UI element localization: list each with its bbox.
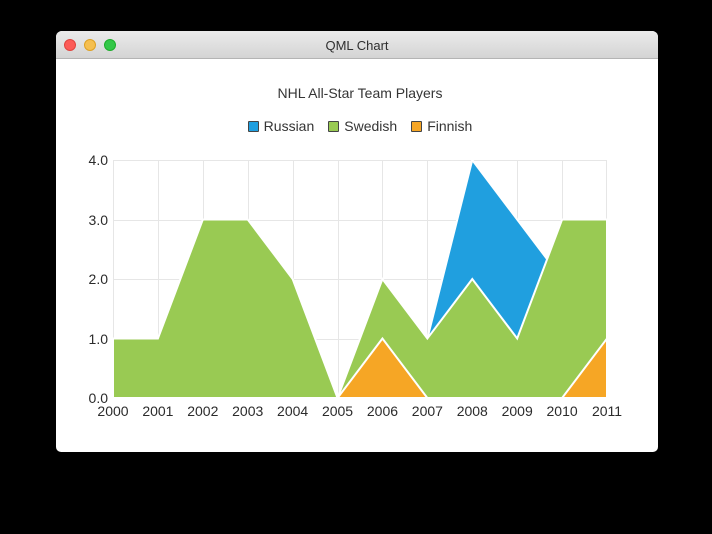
x-axis-tick-label: 2002: [187, 403, 219, 419]
legend-item-swedish: Swedish: [328, 118, 397, 134]
close-button-icon[interactable]: [64, 39, 76, 51]
y-axis-tick-label: 1.0: [88, 330, 108, 347]
plot-area: [113, 160, 607, 398]
x-axis-tick-label: 2006: [366, 403, 399, 419]
x-axis-tick-label: 2010: [546, 403, 578, 419]
legend-label: Swedish: [344, 118, 398, 134]
x-axis-tick-label: 2007: [411, 403, 443, 419]
x-axis-tick-label: 2011: [591, 403, 623, 419]
x-axis-tick-label: 2000: [97, 403, 129, 419]
legend-marker-icon: [328, 120, 340, 132]
minimize-button-icon[interactable]: [84, 39, 96, 51]
y-axis-tick-label: 2.0: [88, 271, 108, 287]
chart-legend: Russian Swedish Finnish: [113, 118, 607, 134]
x-axis-tick-label: 2001: [142, 403, 174, 419]
x-axis-tick-label: 2004: [277, 403, 309, 419]
area-series-swedish: [113, 218, 607, 398]
window-title: QML Chart: [325, 37, 389, 53]
window-titlebar[interactable]: QML Chart: [56, 31, 658, 59]
x-axis-tick-label: 2003: [232, 403, 264, 419]
x-axis-tick-label: 2005: [321, 403, 354, 419]
y-axis-tick-label: 3.0: [88, 211, 108, 228]
x-axis-tick-label: 2009: [501, 403, 533, 419]
zoom-button-icon[interactable]: [104, 39, 116, 51]
app-window: QML Chart NHL All-Star Team Players Russ…: [56, 31, 658, 452]
area-series-group: [113, 160, 607, 398]
legend-marker-icon: [247, 120, 259, 132]
legend-item-russian: Russian: [247, 118, 315, 134]
legend-item-finnish: Finnish: [411, 118, 472, 134]
area-chart-canvas: [113, 160, 607, 398]
legend-marker-icon: [411, 120, 423, 132]
chart-title: NHL All-Star Team Players: [277, 85, 443, 101]
legend-label: Russian: [263, 118, 315, 134]
window-controls: [64, 31, 116, 59]
legend-label: Finnish: [427, 118, 473, 134]
x-axis-tick-label: 2008: [456, 403, 488, 419]
y-axis-tick-label: 4.0: [88, 152, 108, 168]
y-axis-tick-label: 0.0: [88, 390, 108, 406]
area-series-finnish: [113, 336, 607, 398]
